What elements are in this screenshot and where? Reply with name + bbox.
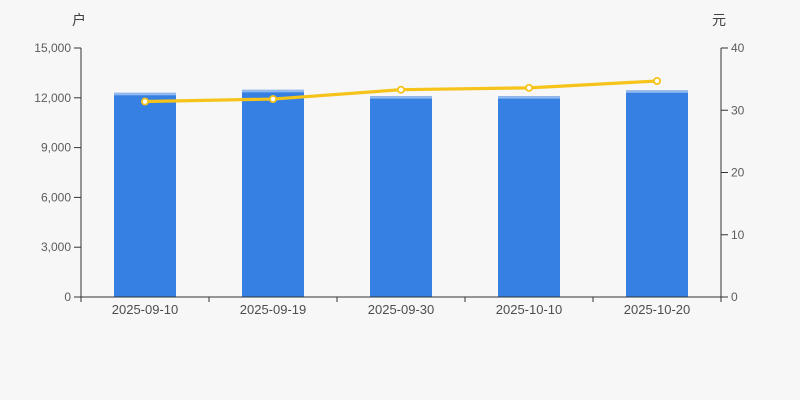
bar-2025-10-20[interactable] [626,90,688,297]
left-axis-tick-label: 12,000 [34,91,71,105]
line-point-2025-09-10[interactable] [140,97,149,106]
line-point-2025-09-30[interactable] [396,85,405,94]
bar-2025-09-30[interactable] [370,96,432,297]
left-axis-tick-label: 15,000 [34,41,71,55]
right-axis-tick-label: 0 [731,290,738,304]
left-axis-tick-label: 9,000 [41,141,71,155]
left-axis-tick-label: 6,000 [41,190,71,204]
x-axis-category-label: 2025-09-10 [112,302,179,317]
left-axis-unit-label: 户 [72,12,86,28]
right-axis-unit-label: 元 [712,12,726,28]
line-point-2025-10-20[interactable] [653,76,662,85]
line-point-2025-10-10[interactable] [525,83,534,92]
right-axis-tick-label: 10 [731,228,745,242]
x-axis-category-label: 2025-10-20 [624,302,691,317]
bar-top-cap [498,96,560,99]
bar-top-cap [626,90,688,93]
right-axis-tick-label: 30 [731,103,745,117]
x-axis-category-label: 2025-09-19 [240,302,307,317]
right-axis-tick-label: 20 [731,166,745,180]
bar-top-cap [114,92,176,96]
bar-2025-09-10[interactable] [114,92,176,297]
left-axis-tick-label: 0 [64,290,71,304]
bar-2025-09-19[interactable] [242,89,304,297]
x-axis-category-label: 2025-09-30 [368,302,435,317]
line-point-2025-09-19[interactable] [268,95,277,104]
bar-top-cap [242,89,304,93]
right-axis-tick-label: 40 [731,41,745,55]
bar-top-cap [370,96,432,99]
bar-2025-10-10[interactable] [498,96,560,297]
left-axis-tick-label: 3,000 [41,240,71,254]
x-axis-category-label: 2025-10-10 [496,302,563,317]
